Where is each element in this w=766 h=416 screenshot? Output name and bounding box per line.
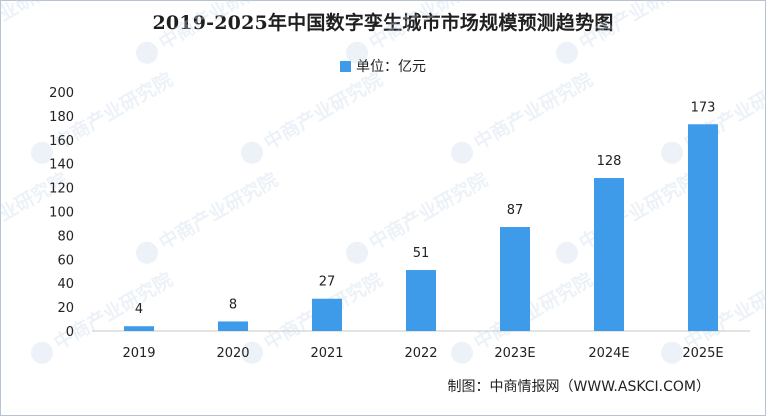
y-tick-label: 60 bbox=[57, 253, 74, 268]
source-note: 制图：中商情报网（WWW.ASKCI.COM） bbox=[447, 379, 710, 395]
data-label-2024E: 128 bbox=[597, 154, 622, 169]
x-tick-label-2019: 2019 bbox=[122, 346, 155, 361]
y-tick-label: 100 bbox=[49, 206, 74, 221]
x-tick-label-2020: 2020 bbox=[216, 346, 249, 361]
x-tick-label-2025E: 2025E bbox=[682, 346, 723, 361]
x-tick-label-2023E: 2023E bbox=[494, 346, 535, 361]
x-tick-label-2021: 2021 bbox=[310, 346, 343, 361]
y-tick-label: 0 bbox=[66, 325, 74, 340]
bar-2020 bbox=[218, 321, 248, 331]
bar-2021 bbox=[312, 298, 342, 331]
y-tick-label: 160 bbox=[49, 134, 74, 149]
bar-2023E bbox=[500, 227, 530, 331]
y-tick-labels: 0 20 40 60 80 100 120 140 160 180 200 bbox=[49, 86, 74, 340]
data-label-2025E: 173 bbox=[691, 100, 716, 115]
y-tick-label: 180 bbox=[49, 110, 74, 125]
data-label-2022: 51 bbox=[413, 246, 430, 261]
data-label-2021: 27 bbox=[319, 275, 336, 290]
chart-title: 2019-2025年中国数字孪生城市市场规模预测趋势图 bbox=[152, 12, 614, 34]
legend-swatch bbox=[340, 60, 351, 72]
bar-2019 bbox=[124, 326, 154, 331]
y-tick-label: 200 bbox=[49, 86, 74, 101]
data-label-2023E: 87 bbox=[507, 203, 524, 218]
data-label-2020: 8 bbox=[229, 297, 237, 312]
x-tick-labels: 2019 2020 2021 2022 2023E 2024E 2025E bbox=[122, 346, 723, 361]
data-label-2019: 4 bbox=[135, 302, 143, 317]
legend-label: 单位：亿元 bbox=[356, 59, 426, 75]
y-tick-label: 80 bbox=[57, 229, 74, 244]
y-tick-label: 40 bbox=[57, 277, 74, 292]
data-labels: 4 8 27 51 87 128 173 bbox=[135, 100, 716, 317]
y-tick-label: 20 bbox=[57, 301, 74, 316]
legend: 单位：亿元 bbox=[0, 56, 766, 76]
x-tick-label-2022: 2022 bbox=[404, 346, 437, 361]
bars bbox=[124, 124, 718, 331]
y-tick-label: 140 bbox=[49, 158, 74, 173]
bar-2025E bbox=[688, 124, 718, 331]
x-tick-label-2024E: 2024E bbox=[588, 346, 629, 361]
bar-2022 bbox=[406, 270, 436, 331]
y-tick-label: 120 bbox=[49, 182, 74, 197]
bar-2024E bbox=[594, 178, 624, 331]
